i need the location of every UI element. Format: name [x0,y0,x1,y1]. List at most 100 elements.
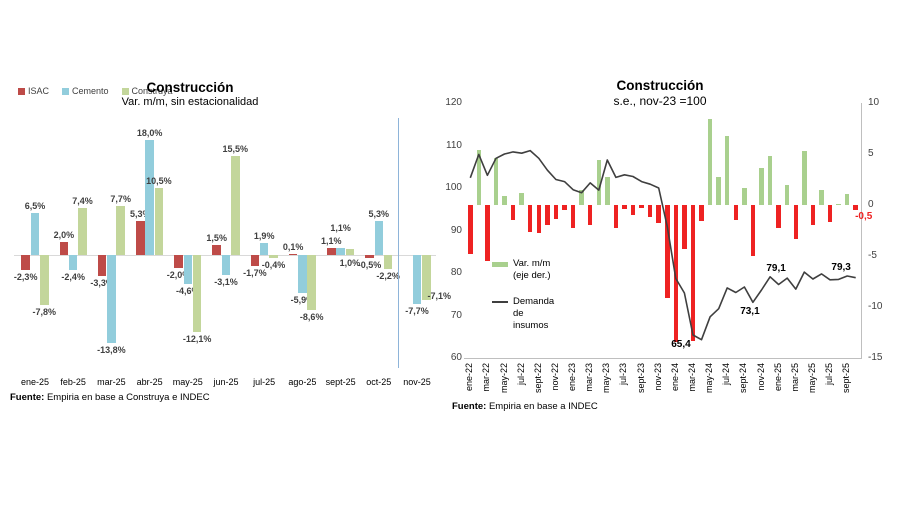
bar [630,205,636,216]
bar [183,255,193,285]
bar [742,187,747,205]
bar [707,119,713,205]
x-axis-tick: ago-25 [288,377,317,387]
bar [476,149,482,205]
bar-label: -7,7% [405,306,429,317]
bar-label: -2,4% [61,272,85,283]
demanda-line-swatch-icon [492,300,508,303]
bar [844,193,850,205]
bar [570,205,576,229]
left-chart-subtitle: Var. m/m, sin estacionalidad [121,96,259,108]
construya-swatch-icon [121,87,129,95]
bar [819,189,824,205]
x-axis-tick: may-25 [806,363,817,394]
x-axis-tick: jul-25 [253,377,276,387]
bar [733,205,739,221]
bar [212,245,221,255]
x-axis-line [464,358,862,359]
y-axis-tick: -5 [868,250,877,261]
legend-label-demanda: Demanda de insumos [513,295,555,331]
bar [605,177,610,205]
y-axis-tick: 10 [868,97,880,108]
bar-label: -8,6% [299,312,324,323]
bar [596,160,601,205]
bar [21,255,30,270]
bar-label: 7,7% [110,193,131,204]
x-axis-tick: ene-23 [567,363,578,392]
bar [365,255,374,259]
x-axis-tick: sept-24 [738,363,749,394]
legend-label-isac: ISAC [28,86,50,96]
source-text: Empiria en base a Construya e INDEC [46,392,210,403]
bar [412,255,422,305]
y-axis-tick: 0 [868,199,874,210]
bar [68,255,78,271]
legend-label-var-mm: Var. m/m (eje der.) [513,258,551,281]
bar [836,203,841,205]
bar-label: 1,1% [321,235,342,246]
x-axis-tick: nov-23 [652,363,663,391]
source-label: Fuente: [10,392,45,403]
bar-label: -2,3% [13,271,38,282]
bar [307,255,316,311]
x-axis-tick: sept-25 [841,363,852,394]
left-chart-panel: ISAC Cemento Construya Construcción Var.… [0,0,451,505]
y-axis-tick: -10 [868,301,883,312]
bar [587,205,593,226]
bar [810,205,816,226]
x-axis-tick: may-24 [704,363,715,394]
x-axis-tick: oct-25 [366,377,392,387]
bar [639,205,644,209]
bar [682,205,687,249]
bar [30,213,40,255]
legend-item-demanda: Demanda de insumos [492,296,554,332]
bar [793,205,798,239]
x-axis-tick: jul-22 [515,363,526,386]
x-axis-tick: jul-24 [721,363,732,386]
x-axis-tick: may-22 [498,363,509,394]
bar-label: -2,2% [376,271,400,282]
x-axis-tick: nov-24 [755,363,766,391]
x-axis-tick: jun-25 [213,377,239,387]
bar [562,205,567,211]
data-label-annotation: 79,3 [831,261,851,273]
y-axis-tick: 120 [445,97,462,108]
y-axis-tick: 80 [450,267,462,278]
legend-item-cemento: Cemento [62,86,109,96]
x-axis-tick: feb-25 [60,377,86,387]
bar-label: 10,5% [146,175,172,186]
bar [288,254,298,255]
bar-label: -7,8% [32,306,57,317]
source-text: Empiria en base a INDEC [488,401,598,412]
bar [510,205,516,221]
x-axis-tick: abr-25 [136,377,163,387]
right-chart-panel: Construcción s.e., nov-23 =100 Fuente: E… [440,0,900,505]
bar-label: -3,1% [214,276,238,287]
bar [174,255,183,268]
x-axis-tick: jul-23 [618,363,629,386]
x-axis-tick: sept-23 [635,363,646,394]
bar [298,255,307,293]
x-axis-tick: mar-24 [686,363,697,392]
bar [502,195,507,205]
bar [116,205,125,255]
bar-label: -12,1% [182,334,212,345]
bar-label: -4,6% [176,286,200,297]
bar-label: -0,4% [261,259,286,270]
bar [536,205,542,233]
left-chart-title: Construcción [146,80,234,95]
bar-label: 18,0% [136,127,163,138]
x-axis-tick: ene-25 [20,377,50,387]
bar [776,205,781,229]
bar [327,247,336,255]
right-chart-legend: Var. m/m (eje der.) Demanda de insumos [492,258,554,345]
bar [802,150,807,205]
bar [231,155,240,255]
var-mm-swatch-icon [492,262,508,267]
bar [136,221,145,255]
bar [374,221,384,255]
x-axis-tick: jul-25 [824,363,835,386]
bar-label: -13,8% [97,345,126,356]
x-axis-tick: mar-25 [789,363,800,392]
y-axis-tick: 60 [450,352,462,363]
